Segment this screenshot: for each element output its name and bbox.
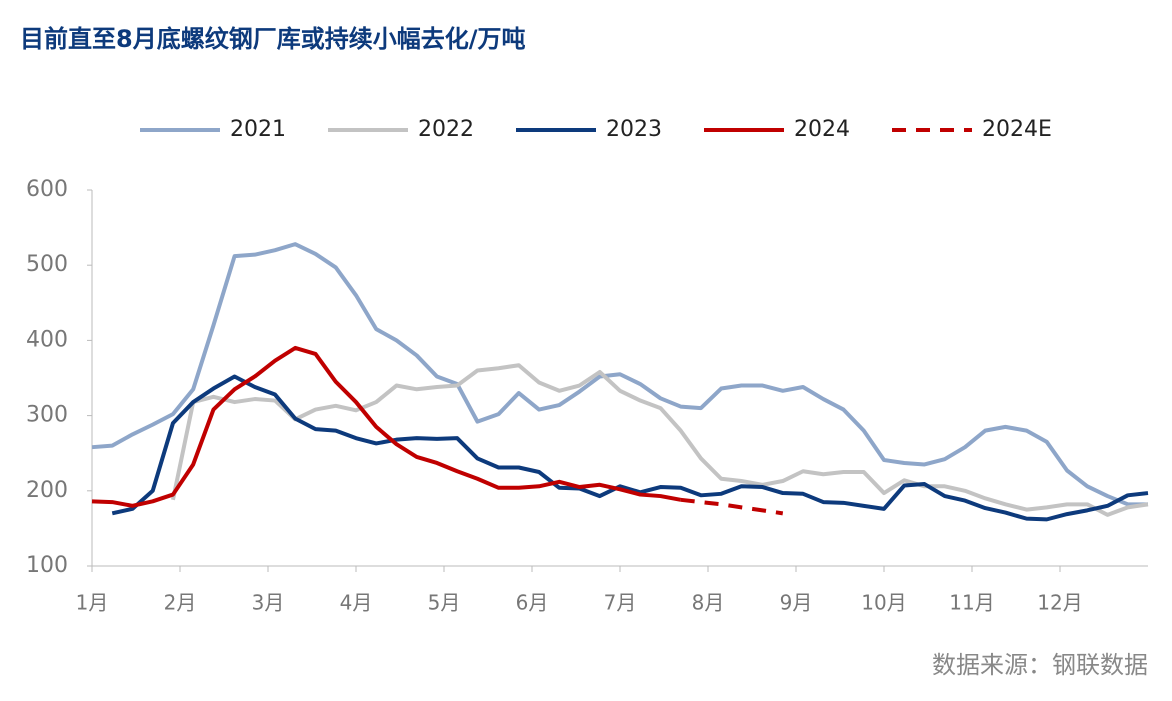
y-tick-label: 400 xyxy=(26,327,68,352)
series-line xyxy=(171,363,1149,517)
x-tick-label: 7月 xyxy=(604,591,637,615)
x-tick-label: 2月 xyxy=(164,591,197,615)
source: 数据来源：钢联数据 xyxy=(932,651,1148,679)
legend-label: 2021 xyxy=(230,117,286,142)
x-tick-label: 8月 xyxy=(692,591,725,615)
x-tick-label: 4月 xyxy=(340,591,373,615)
x-tick-label: 10月 xyxy=(861,591,906,615)
y-tick-label: 500 xyxy=(26,252,68,277)
series-line xyxy=(111,374,1149,522)
series-line xyxy=(91,345,682,508)
y-tick-label: 600 xyxy=(26,177,68,202)
x-tick-label: 3月 xyxy=(252,591,285,615)
series-line xyxy=(91,242,1148,507)
chart-title: 目前直至8月底螺纹钢厂库或持续小幅去化/万吨 xyxy=(20,25,525,53)
x-tick-label: 11月 xyxy=(949,591,994,615)
x-tick-label: 1月 xyxy=(76,591,109,615)
x-tick-label: 5月 xyxy=(428,591,461,615)
series-line xyxy=(680,497,784,516)
legend-label: 2023 xyxy=(606,117,662,142)
x-tick-label: 9月 xyxy=(780,591,813,615)
x-tick-label: 12月 xyxy=(1037,591,1082,615)
legend-label: 2024 xyxy=(794,117,850,142)
y-tick-label: 300 xyxy=(26,403,68,428)
x-tick-label: 6月 xyxy=(516,591,549,615)
legend-label: 2024E xyxy=(982,117,1052,142)
y-tick-label: 200 xyxy=(26,478,68,503)
legend-label: 2022 xyxy=(418,117,474,142)
y-tick-label: 100 xyxy=(26,553,68,578)
